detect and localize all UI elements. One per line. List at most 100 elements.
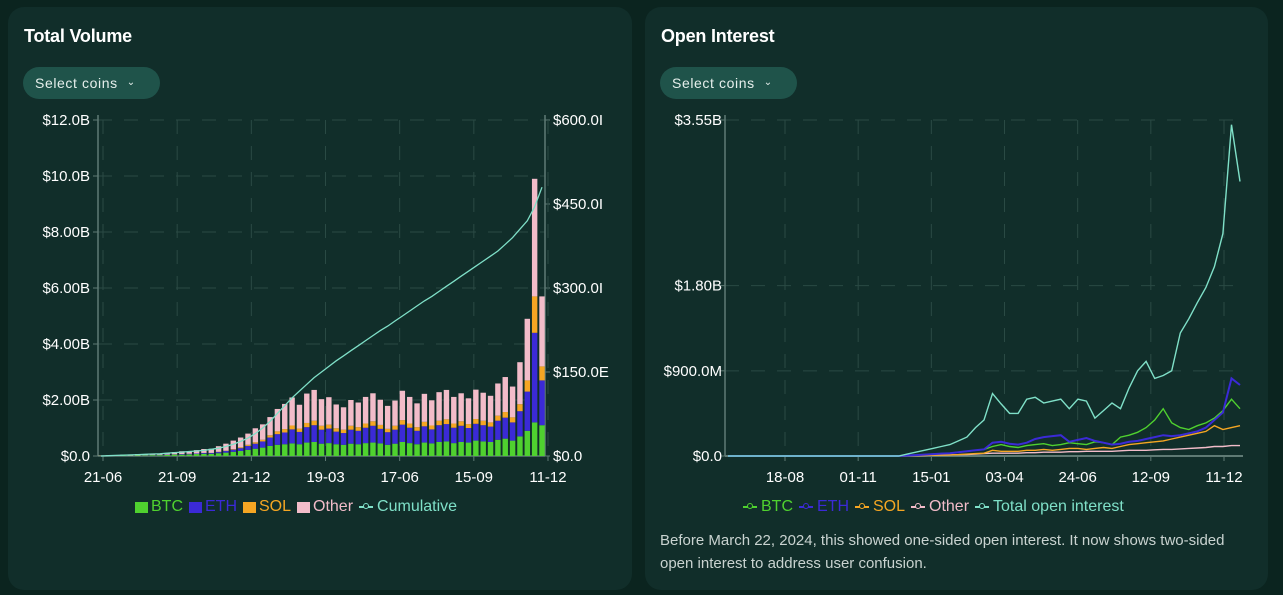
- legend-line-icon: [799, 502, 813, 512]
- bar-eth: [451, 427, 457, 444]
- bar-other: [451, 396, 457, 424]
- legend-label: BTC: [761, 498, 793, 515]
- bar-other: [215, 446, 222, 452]
- bar-eth: [237, 448, 244, 451]
- legend-square-icon: [297, 501, 311, 513]
- bar-eth: [348, 429, 354, 444]
- bar-eth: [399, 424, 406, 442]
- bar-other: [296, 404, 303, 429]
- bar-other: [509, 386, 516, 418]
- bar-eth: [524, 391, 531, 431]
- legend-item-eth[interactable]: ETH: [189, 498, 237, 516]
- bar-other: [495, 383, 501, 416]
- y-tick-label: $1.80B: [674, 278, 722, 295]
- bar-other: [384, 405, 391, 429]
- bar-btc: [480, 441, 486, 456]
- bar-btc: [458, 442, 464, 456]
- bar-btc: [348, 443, 354, 456]
- legend-item-eth[interactable]: ETH: [799, 498, 849, 516]
- legend-item-total_oi[interactable]: Total open interest: [975, 498, 1124, 516]
- y-right-tick-label: $300.0I: [553, 280, 603, 297]
- bar-btc: [384, 444, 391, 456]
- bar-sol: [399, 420, 406, 425]
- legend-square-icon: [189, 501, 202, 513]
- bar-btc: [436, 442, 442, 456]
- bar-btc: [502, 438, 508, 456]
- bar-btc: [318, 443, 325, 456]
- oi-select-coins-button[interactable]: Select coins ⌄: [660, 67, 797, 99]
- bar-eth: [193, 453, 200, 455]
- bar-eth: [304, 427, 310, 443]
- bar-btc: [333, 444, 339, 456]
- legend-item-other[interactable]: Other: [911, 498, 969, 516]
- bar-btc: [377, 443, 384, 456]
- bar-other: [524, 318, 531, 381]
- bar-btc: [304, 442, 310, 456]
- x-tick-label: 03-04: [985, 469, 1023, 486]
- legend-item-btc[interactable]: BTC: [135, 498, 183, 516]
- bar-btc: [517, 436, 523, 456]
- bar-eth: [186, 453, 192, 455]
- y-tick-label: $3.55B: [674, 112, 722, 129]
- bar-sol: [333, 428, 339, 432]
- bar-btc: [164, 454, 170, 456]
- legend-square-icon: [135, 501, 148, 513]
- bar-other: [304, 393, 310, 423]
- open-interest-title: Open Interest: [661, 26, 775, 46]
- bar-btc: [495, 439, 501, 456]
- bar-other: [443, 389, 450, 420]
- bar-other: [414, 403, 420, 428]
- legend-item-sol[interactable]: SOL: [855, 498, 905, 516]
- legend-item-cumulative[interactable]: Cumulative: [359, 498, 457, 516]
- y-right-tick-label: $450.0I: [553, 196, 603, 213]
- y-tick-label: $0.0: [693, 448, 722, 465]
- bar-btc: [171, 454, 178, 456]
- bar-other: [252, 428, 259, 443]
- bar-other: [340, 407, 347, 430]
- bar-eth: [443, 424, 450, 442]
- legend-item-btc[interactable]: BTC: [743, 498, 793, 516]
- y-tick-label: $900.0M: [664, 363, 722, 380]
- x-tick-label: 19-03: [306, 469, 344, 486]
- bar-sol: [436, 420, 442, 426]
- bar-other: [370, 393, 376, 422]
- bar-other: [429, 400, 435, 426]
- total-volume-chart[interactable]: $0.0 $2.00B $4.00B $6.00B $8.00B $10.0B $12.0B…: [8, 7, 632, 590]
- bar-eth: [296, 431, 303, 445]
- line-eth: [728, 376, 1241, 457]
- bar-sol: [252, 442, 259, 444]
- bar-other: [436, 392, 442, 421]
- bar-sol: [311, 420, 317, 426]
- bar-btc: [267, 445, 273, 456]
- bar-eth: [421, 426, 428, 443]
- bar-sol: [451, 423, 457, 428]
- y-left-tick-label: $8.00B: [42, 224, 90, 241]
- legend-item-other[interactable]: Other: [297, 498, 353, 516]
- legend-item-sol[interactable]: SOL: [243, 498, 291, 516]
- bar-sol: [237, 447, 244, 449]
- bar-other: [274, 408, 281, 432]
- bar-other: [502, 377, 508, 413]
- volume-select-coins-button[interactable]: Select coins ⌄: [23, 67, 160, 99]
- bar-other: [267, 417, 273, 436]
- open-interest-note: Before March 22, 2024, this showed one-s…: [660, 532, 1225, 572]
- open-interest-card: Open Interest Select coins ⌄ $0.0 $900.0M…: [645, 7, 1268, 590]
- legend-line-icon: [975, 502, 990, 512]
- open-interest-chart[interactable]: $0.0 $900.0M $1.80B $3.55B 18-08 01-11 15-01 03…: [645, 7, 1268, 590]
- bar-btc: [392, 443, 398, 456]
- bar-btc: [326, 443, 332, 456]
- line-total_oi: [728, 124, 1241, 457]
- y-left-tick-label: $6.00B: [42, 280, 90, 297]
- bar-sol: [443, 419, 450, 425]
- bar-btc: [362, 443, 369, 456]
- legend-label: BTC: [151, 498, 183, 515]
- line-other: [728, 444, 1240, 457]
- bar-sol: [421, 421, 428, 427]
- bar-btc: [355, 444, 361, 456]
- bar-sol: [509, 417, 516, 423]
- bar-eth: [362, 427, 369, 444]
- bar-btc: [179, 454, 185, 456]
- bar-sol: [304, 422, 310, 428]
- bar-other: [326, 397, 332, 425]
- x-tick-label: 24-06: [1058, 469, 1096, 486]
